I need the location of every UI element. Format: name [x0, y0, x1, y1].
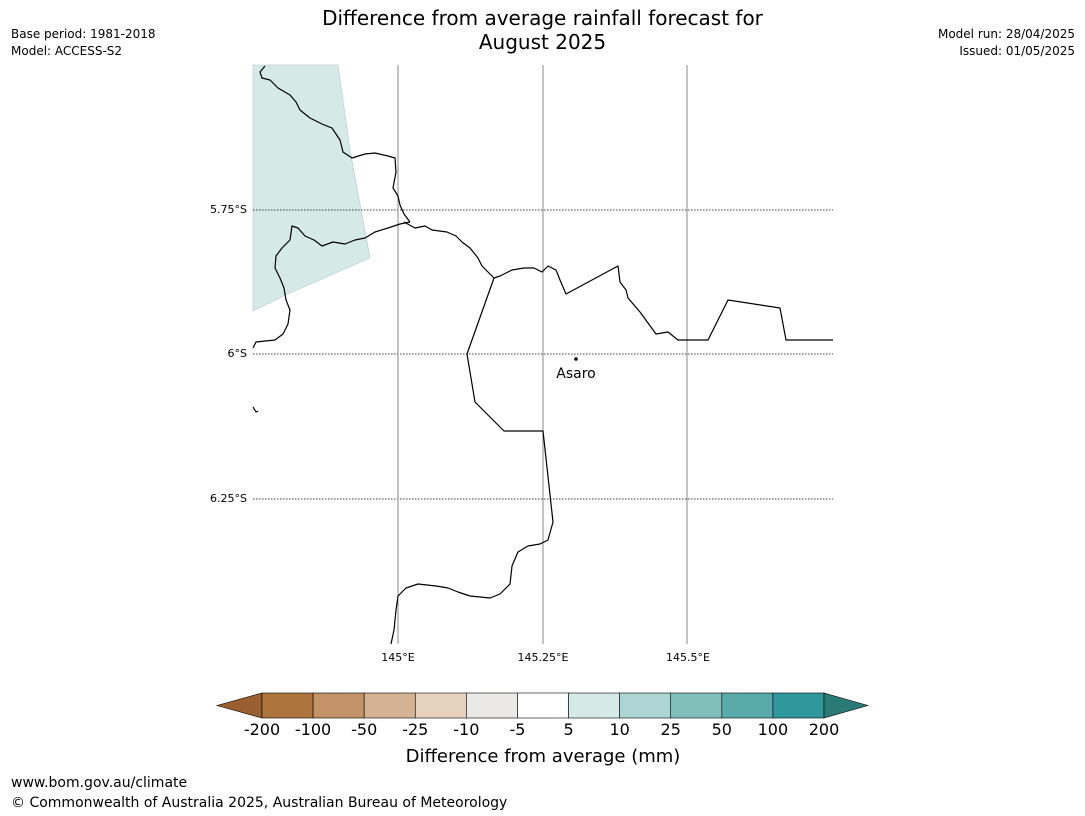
- colorbar-tick-label: -5: [509, 720, 525, 739]
- boundary-southwest: [390, 277, 554, 645]
- model-text: Model: ACCESS-S2: [11, 44, 123, 58]
- colorbar-tick-label: 5: [563, 720, 573, 739]
- colorbar-segment: [363, 692, 416, 719]
- title-line-2: August 2025: [478, 30, 607, 54]
- colorbar: -200 -100 -50 -25 -10 -5 5 10 25 50 100 200: [215, 692, 870, 739]
- base-period-text: Base period: 1981-2018: [11, 27, 156, 41]
- colorbar-tick-label: -25: [402, 720, 428, 739]
- colorbar-tick-label: -200: [244, 720, 280, 739]
- colorbar-segment: [312, 692, 365, 719]
- colorbar-segment: [619, 692, 672, 719]
- footer-copyright: © Commonwealth of Australia 2025, Austra…: [11, 795, 508, 811]
- title-line-1: Difference from average rainfall forecas…: [322, 6, 763, 30]
- lon-label-145-5e: 145.5°E: [666, 651, 710, 664]
- colorbar-segment: [414, 692, 467, 719]
- boundary-west-loop: [252, 221, 411, 349]
- colorbar-extend-high: [823, 692, 870, 719]
- lat-label-6s: 6°S: [228, 347, 247, 360]
- latitude-gridlines: [253, 209, 833, 500]
- colorbar-tick-label: -50: [351, 720, 377, 739]
- colorbar-segment: [517, 692, 569, 719]
- asaro-marker: [574, 357, 578, 361]
- lat-label-6-25s: 6.25°S: [210, 492, 247, 505]
- colorbar-tick-label: 100: [758, 720, 789, 739]
- map-title: Difference from average rainfall forecas…: [0, 6, 1085, 54]
- province-boundaries: [252, 65, 833, 645]
- model-run-text: Model run: 28/04/2025: [937, 27, 1075, 41]
- colorbar-segment: [772, 692, 825, 719]
- asaro-label: Asaro: [556, 366, 595, 382]
- colorbar-tick-label: 200: [809, 720, 840, 739]
- longitude-gridlines: [397, 65, 688, 644]
- colorbar-segment: [670, 692, 723, 719]
- issued-text: Issued: 01/05/2025: [959, 44, 1075, 58]
- boundary-stub-west: [252, 406, 259, 413]
- colorbar-extend-low: [215, 692, 263, 719]
- colorbar-segment: [261, 692, 314, 719]
- colorbar-tick-label: 25: [661, 720, 681, 739]
- boundary-central-north: [403, 221, 833, 341]
- colorbar-tick-label: 10: [609, 720, 629, 739]
- lat-label-5-75s: 5.75°S: [210, 203, 247, 216]
- footer-url[interactable]: www.bom.gov.au/climate: [11, 775, 188, 791]
- colorbar-segment: [721, 692, 774, 719]
- colorbar-segment: [466, 692, 518, 719]
- colorbar-tick-label: -10: [453, 720, 479, 739]
- colorbar-tick-label: -100: [295, 720, 331, 739]
- colorbar-segment: [568, 692, 620, 719]
- colorbar-tick-label: 50: [712, 720, 732, 739]
- shaded-rainfall-region: [252, 64, 371, 312]
- lon-label-145e: 145°E: [381, 651, 414, 664]
- lon-label-145-25e: 145.25°E: [518, 651, 569, 664]
- colorbar-title: Difference from average (mm): [406, 746, 681, 767]
- boundary-northwest: [259, 65, 411, 223]
